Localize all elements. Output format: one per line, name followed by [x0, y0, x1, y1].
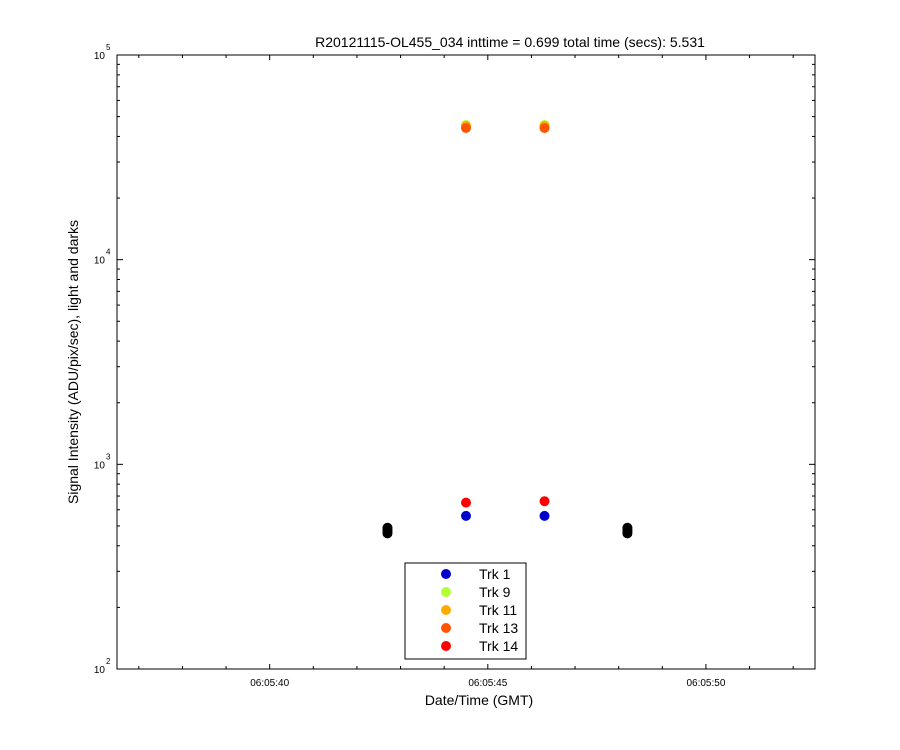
legend-label-trk-11: Trk 11: [479, 602, 517, 618]
legend-label-trk-1: Trk 1: [479, 566, 511, 582]
dark-point: [382, 522, 393, 533]
legend-marker-trk-1: [441, 569, 451, 579]
x-axis-title: Date/Time (GMT): [425, 692, 533, 708]
point-trk-13: [539, 122, 550, 133]
y-tick-label-base: 10: [94, 460, 106, 471]
y-axis-title: Signal Intensity (ADU/pix/sec), light an…: [65, 220, 81, 504]
y-tick-label-exponent: 4: [106, 248, 111, 257]
legend-box: [404, 562, 527, 660]
y-tick-label-base: 10: [94, 256, 106, 267]
y-tick-label-exponent: 5: [106, 43, 111, 52]
legend-marker-trk-13: [441, 623, 451, 633]
chart-title: R20121115-OL455_034 inttime = 0.699 tota…: [315, 34, 705, 50]
legend-label-trk-13: Trk 13: [479, 620, 518, 636]
point-trk-13: [461, 122, 471, 133]
y-tick-label-base: 10: [94, 51, 106, 62]
x-axis: 06:05:40 06:05:45 06:05:50: [138, 55, 794, 689]
point-trk-1: [539, 510, 550, 521]
legend: Trk 1 Trk 9 Trk 11 Trk 13 Trk 14: [404, 562, 527, 660]
legend-label-trk-14: Trk 14: [479, 638, 518, 654]
legend-marker-trk-9: [441, 587, 451, 597]
y-tick-label-exponent: 2: [106, 657, 111, 666]
x-tick-label: 06:05:45: [468, 678, 507, 689]
y-tick-label-exponent: 3: [106, 452, 111, 461]
point-trk-14: [539, 496, 550, 507]
point-trk-1: [461, 510, 471, 521]
legend-marker-trk-11: [441, 605, 451, 615]
legend-label-trk-9: Trk 9: [479, 584, 511, 600]
x-tick-label: 06:05:50: [686, 678, 725, 689]
data-points: [382, 119, 633, 539]
legend-marker-trk-14: [441, 641, 451, 651]
point-trk-14: [461, 497, 471, 508]
y-tick-label-base: 10: [94, 665, 106, 676]
dark-point: [622, 522, 633, 533]
x-tick-label: 06:05:40: [250, 678, 289, 689]
